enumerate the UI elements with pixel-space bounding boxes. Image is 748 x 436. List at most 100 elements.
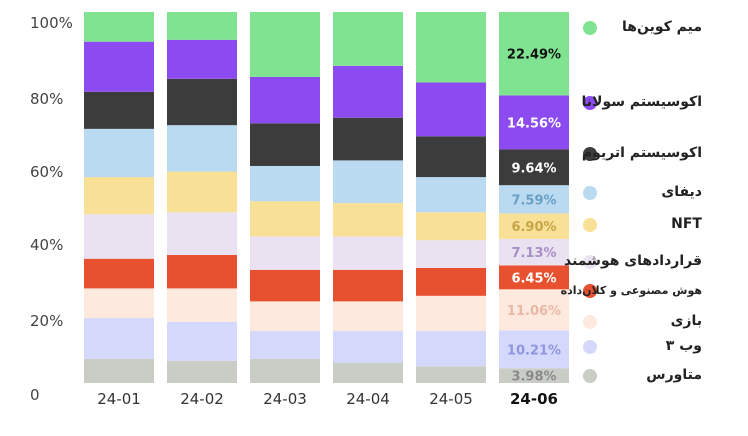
x-tick-label: 24-04 bbox=[346, 390, 390, 408]
bar-segment bbox=[499, 289, 569, 331]
bar-segment bbox=[167, 39, 237, 79]
legend-label: متاورس bbox=[646, 367, 702, 383]
bar-segment bbox=[416, 366, 486, 383]
bar-segment bbox=[167, 288, 237, 322]
y-tick-label: 0 bbox=[30, 386, 40, 404]
bar-segment bbox=[167, 78, 237, 126]
x-tick-label: 24-01 bbox=[97, 390, 141, 408]
legend-swatch bbox=[583, 284, 597, 298]
bar-segment bbox=[250, 301, 320, 332]
legend-label: اکوسیستم سولانا bbox=[581, 94, 703, 110]
bar-segment bbox=[416, 331, 486, 367]
bar-segment bbox=[167, 212, 237, 256]
bar-segment bbox=[250, 236, 320, 270]
bar-segment bbox=[250, 201, 320, 237]
data-label: 11.06% bbox=[507, 304, 561, 319]
bar-segment bbox=[84, 12, 154, 42]
bar-segment bbox=[250, 12, 320, 77]
bar-segment bbox=[333, 160, 403, 204]
legend-item: میم کوین‌ها bbox=[576, 17, 746, 39]
x-tick-label: 24-03 bbox=[263, 390, 307, 408]
bar-segment bbox=[333, 65, 403, 118]
bar-segment bbox=[84, 128, 154, 178]
stacked-bar-chart: 0 20% 40% 60% 80% 100% 24-01 24-02 24-03 24-04 24-… bbox=[30, 11, 569, 408]
legend-label: هوش مصنوعی و کلان‌داده bbox=[560, 284, 702, 297]
bar-segment bbox=[499, 368, 569, 383]
legend-item: وب ۳ bbox=[576, 336, 746, 358]
bar-segment bbox=[333, 117, 403, 161]
legend-item: اکوسیستم سولانا bbox=[576, 92, 746, 114]
data-label: 14.56% bbox=[507, 116, 561, 131]
bar-segment bbox=[499, 11, 569, 96]
bar-segment bbox=[499, 265, 569, 290]
data-label: 10.21% bbox=[507, 343, 561, 358]
y-tick-label: 80% bbox=[30, 90, 63, 108]
bar-segment bbox=[84, 177, 154, 215]
bar-segment bbox=[416, 295, 486, 332]
legend-label: میم کوین‌ها bbox=[622, 19, 702, 35]
bar-segment bbox=[333, 301, 403, 332]
bar-segment bbox=[499, 330, 569, 369]
bar-segment bbox=[499, 213, 569, 239]
legend-swatch bbox=[583, 21, 597, 35]
bar-segment bbox=[250, 123, 320, 166]
bar-segment bbox=[333, 331, 403, 363]
bar-segment bbox=[416, 12, 486, 83]
bar-segment bbox=[333, 236, 403, 270]
y-tick-label: 40% bbox=[30, 236, 63, 254]
legend-swatch bbox=[583, 96, 597, 110]
data-label: 9.64% bbox=[511, 161, 556, 176]
bar-segment bbox=[250, 76, 320, 124]
bar-segment bbox=[84, 91, 154, 129]
legend-swatch bbox=[583, 315, 597, 329]
legend-item: هوش مصنوعی و کلان‌داده bbox=[561, 280, 746, 302]
data-label: 7.13% bbox=[511, 246, 556, 261]
y-tick-label: 20% bbox=[30, 312, 63, 330]
bar-segment bbox=[84, 258, 154, 289]
x-tick-label: 24-02 bbox=[180, 390, 224, 408]
y-tick-label: 100% bbox=[30, 14, 73, 32]
x-tick-label: 24-05 bbox=[429, 390, 473, 408]
data-label: 7.59% bbox=[511, 193, 556, 208]
bar-segment bbox=[333, 12, 403, 66]
bar-segment bbox=[84, 318, 154, 359]
legend-swatch bbox=[583, 147, 597, 161]
data-label: 3.98% bbox=[511, 370, 556, 385]
legend-swatch bbox=[583, 255, 597, 269]
bar-segment bbox=[416, 82, 486, 137]
bar-segment bbox=[84, 214, 154, 259]
legend-item: قراردادهای هوشمند bbox=[564, 251, 746, 273]
data-label: 6.45% bbox=[511, 271, 556, 286]
bar-segment bbox=[416, 240, 486, 268]
y-tick-label: 60% bbox=[30, 163, 63, 181]
bar-segment bbox=[84, 358, 154, 383]
legend-swatch bbox=[583, 186, 597, 200]
bar-segment bbox=[499, 149, 569, 186]
bar-segment bbox=[416, 136, 486, 178]
data-label: 6.90% bbox=[511, 220, 556, 235]
bar-segment bbox=[416, 212, 486, 241]
bar-segment bbox=[499, 238, 569, 266]
data-label: 22.49% bbox=[507, 48, 561, 63]
legend-label: قراردادهای هوشمند bbox=[563, 253, 702, 269]
chart-legend: میم کوین‌ها اکوسیستم سولانا اکوسیستم اتریو… bbox=[561, 0, 748, 436]
bar-segment bbox=[167, 171, 237, 213]
legend-item: دیفای bbox=[576, 182, 746, 204]
bar-segment bbox=[250, 269, 320, 302]
bar-segment bbox=[167, 125, 237, 172]
bar-segment bbox=[250, 358, 320, 383]
legend-label: NFT bbox=[671, 216, 702, 232]
x-tick-label: 24-06 bbox=[510, 390, 558, 408]
bar-segment bbox=[250, 331, 320, 359]
bar-segment bbox=[333, 269, 403, 302]
bar-segment bbox=[84, 41, 154, 92]
bar-segment bbox=[167, 255, 237, 289]
bar-segment bbox=[416, 267, 486, 296]
legend-item: متاورس bbox=[576, 365, 746, 387]
bar-segment bbox=[333, 362, 403, 383]
legend-label: اکوسیستم اتریوم bbox=[581, 145, 702, 161]
bar-segment bbox=[167, 321, 237, 361]
legend-label: وب ۳ bbox=[665, 338, 702, 354]
legend-label: بازی bbox=[670, 313, 702, 329]
bar-segment bbox=[84, 288, 154, 319]
